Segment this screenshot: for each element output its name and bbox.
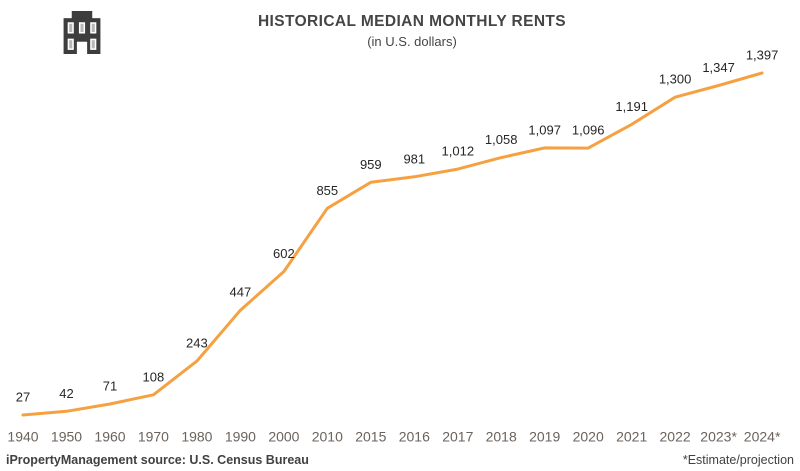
estimate-note: *Estimate/projection	[682, 453, 794, 467]
data-label: 1,347	[702, 60, 735, 75]
data-label: 42	[59, 386, 73, 401]
rent-trend-line	[21, 71, 764, 417]
x-axis-label: 2024*	[744, 429, 781, 445]
x-axis-label: 1940	[7, 429, 38, 445]
data-label: 981	[403, 151, 425, 166]
x-axis-label: 1980	[181, 429, 212, 445]
x-axis-label: 1970	[138, 429, 169, 445]
x-axis-label: 2015	[355, 429, 386, 445]
x-axis-label: 2000	[268, 429, 299, 445]
chart-header: HISTORICAL MEDIAN MONTHLY RENTS (in U.S.…	[258, 13, 566, 49]
building-icon	[63, 11, 101, 54]
data-label: 602	[273, 246, 295, 261]
source-attribution: iPropertyManagement source: U.S. Census …	[6, 453, 309, 467]
data-label: 1,012	[442, 144, 475, 159]
data-label: 447	[230, 285, 252, 300]
x-axis-label: 2019	[529, 429, 560, 445]
data-label: 1,300	[659, 72, 692, 87]
data-label: 108	[143, 369, 165, 384]
x-axis-label: 2010	[312, 429, 343, 445]
x-axis-label: 1990	[225, 429, 256, 445]
x-axis-label: 2017	[442, 429, 473, 445]
data-label: 243	[186, 336, 208, 351]
data-label: 71	[103, 379, 117, 394]
data-label: 1,058	[485, 132, 518, 147]
chart-title: HISTORICAL MEDIAN MONTHLY RENTS	[257, 13, 567, 30]
data-label: 27	[16, 390, 30, 405]
x-axis-label: 2022	[660, 429, 691, 445]
x-axis-label: 2020	[573, 429, 604, 445]
data-label: 855	[316, 183, 338, 198]
data-label: 1,097	[528, 122, 561, 137]
chart-subtitle: (in U.S. dollars)	[367, 34, 457, 49]
x-axis-label: 2023*	[700, 429, 737, 445]
x-axis-label: 2018	[486, 429, 517, 445]
x-axis-label: 1960	[94, 429, 125, 445]
x-axis-label: 2021	[616, 429, 647, 445]
data-label: 1,191	[615, 99, 648, 114]
data-label: 959	[360, 157, 382, 172]
x-axis-label: 2016	[399, 429, 430, 445]
x-axis-label: 1950	[51, 429, 82, 445]
data-label: 1,397	[746, 48, 779, 63]
data-label: 1,096	[572, 123, 605, 138]
